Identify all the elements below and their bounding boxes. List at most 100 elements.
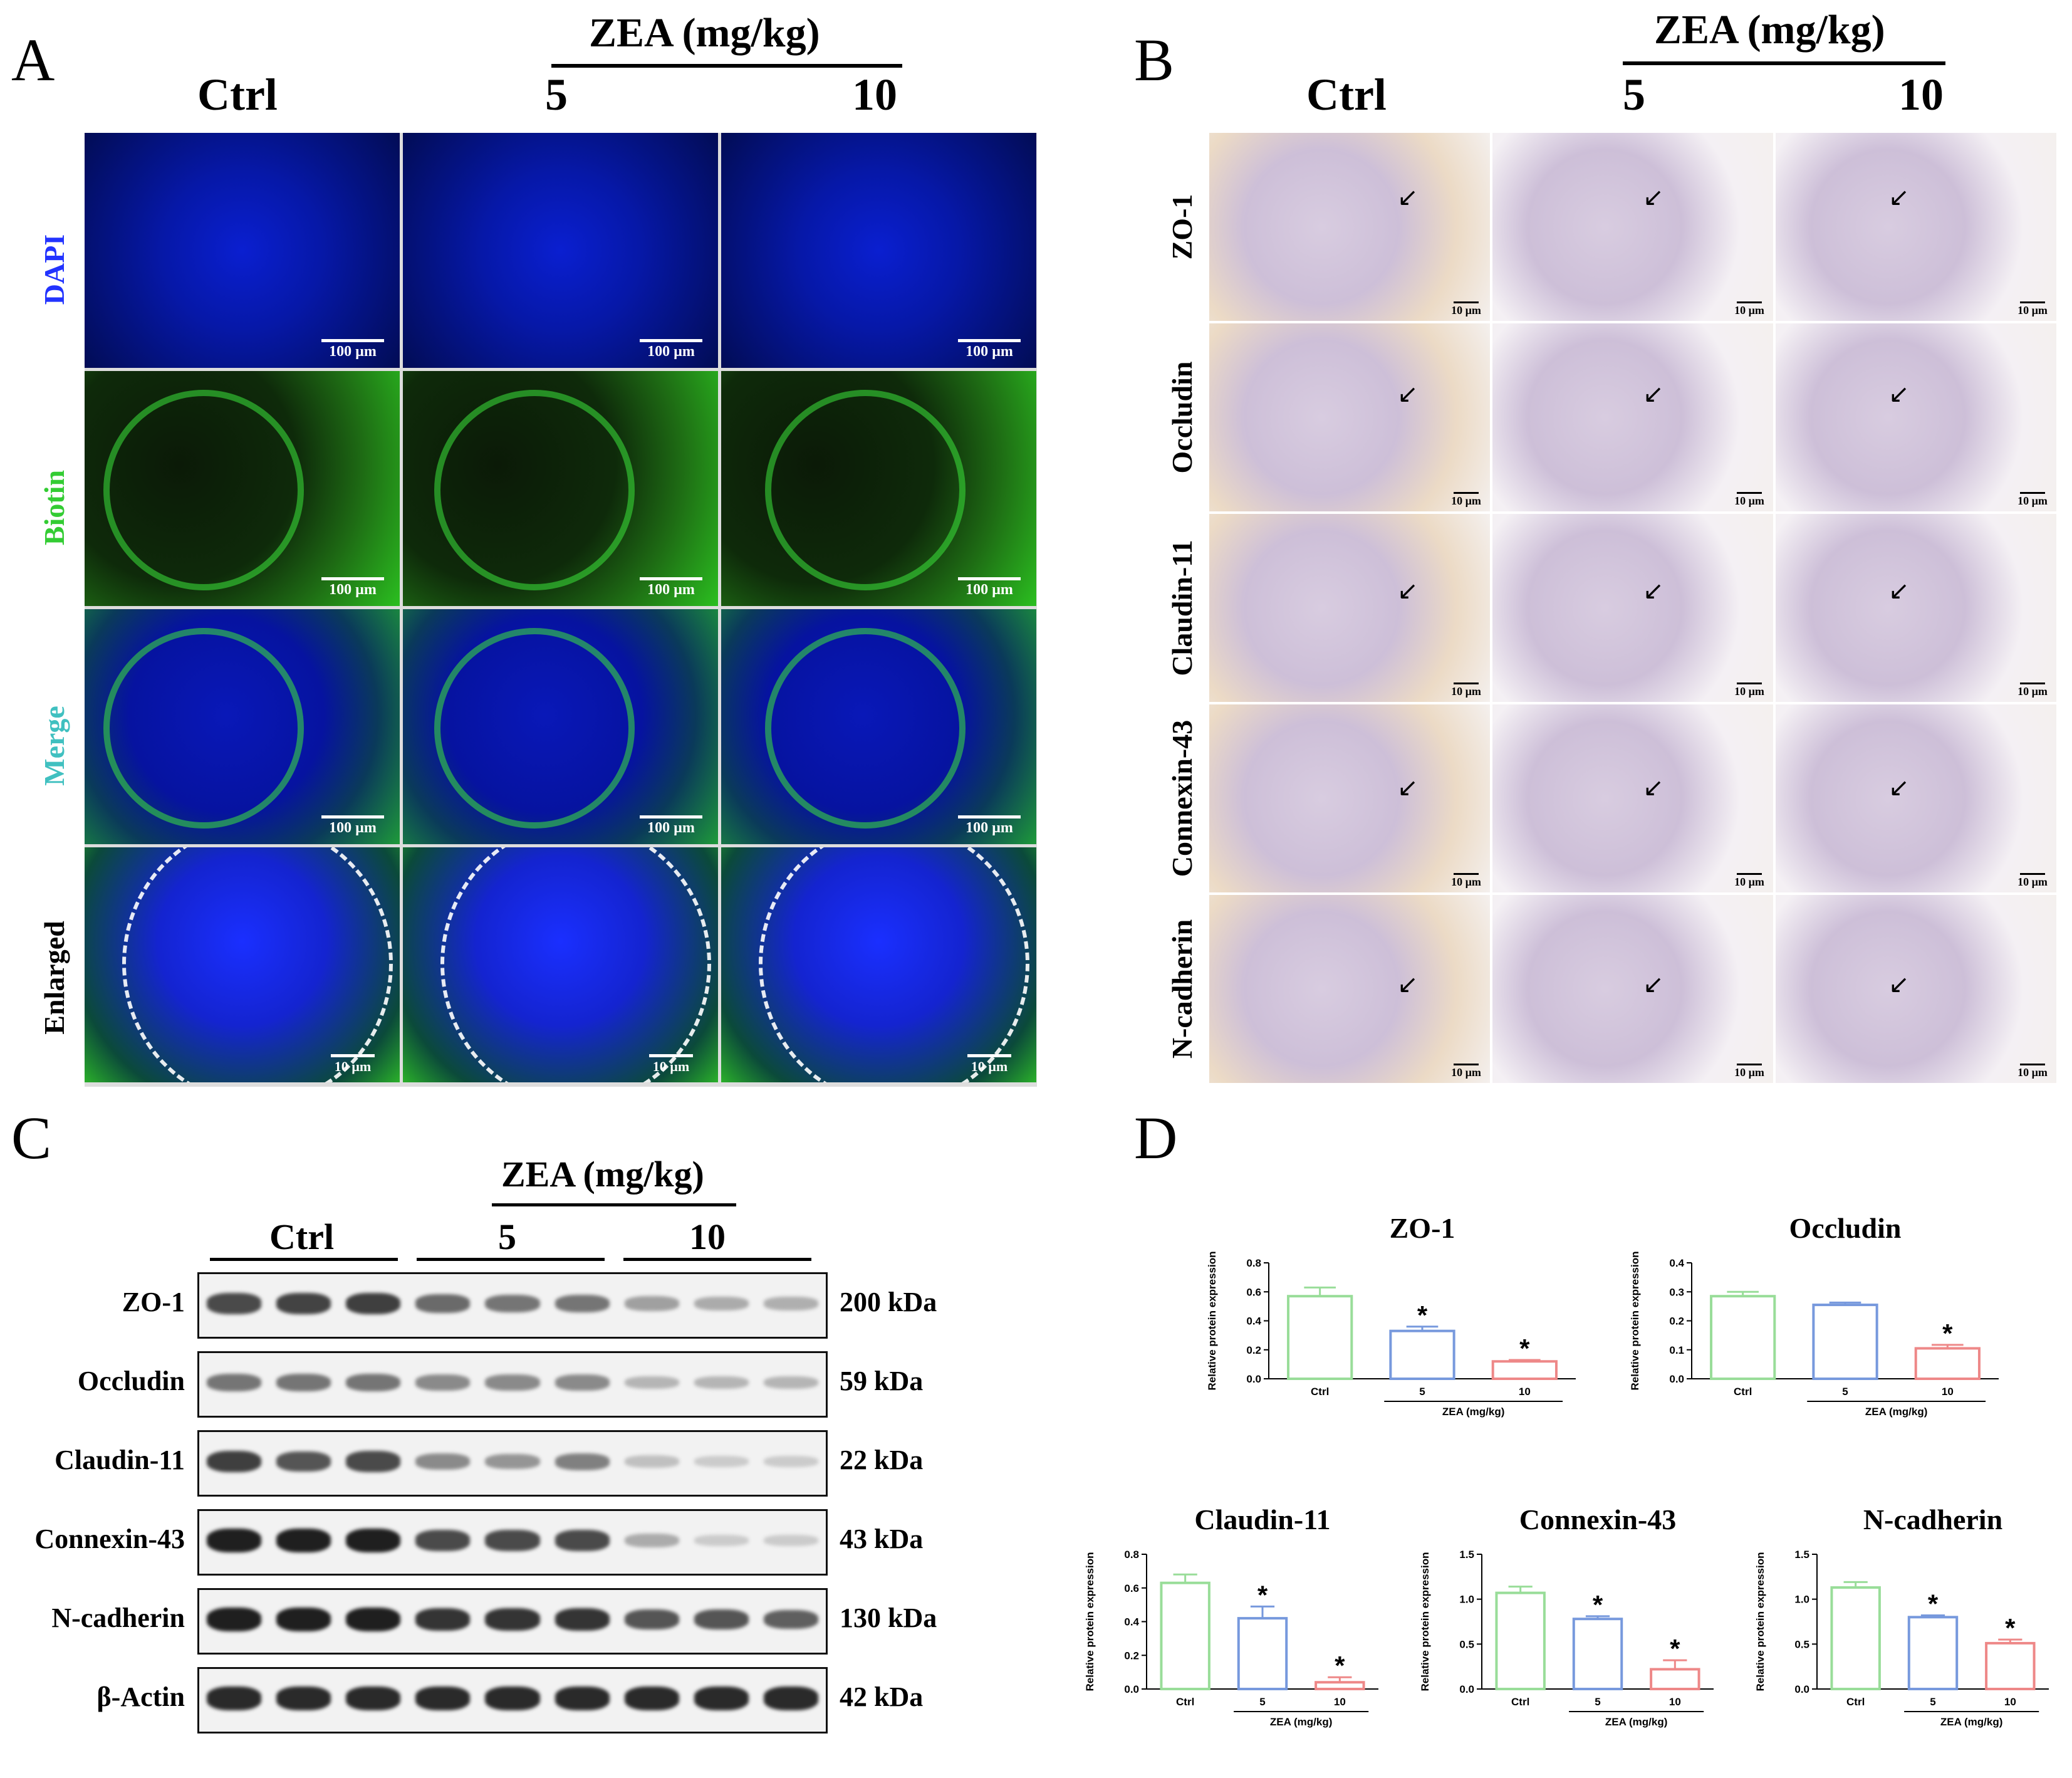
- x-tick-label: 5: [1259, 1696, 1265, 1708]
- ihc-row-label: Claudin-11: [1166, 540, 1198, 676]
- ihc-image: ↙ 10 µm: [1492, 895, 1773, 1083]
- arrow-icon: ↙: [1643, 577, 1664, 605]
- x-tick-label: Ctrl: [1311, 1386, 1329, 1398]
- bar-chart: Connexin-43 Relative protein expression 0.…: [1419, 1503, 1714, 1728]
- arrow-icon: ↙: [1643, 773, 1664, 802]
- scale-bar: 10 µm: [1731, 1064, 1768, 1079]
- blot-band: [694, 1686, 749, 1710]
- blot-kda-label: 42 kDa: [840, 1681, 924, 1712]
- header-zea-a: ZEA (mg/kg): [589, 10, 820, 56]
- boundary-line: [122, 847, 393, 1082]
- blot-protein-label: Occludin: [77, 1366, 185, 1396]
- tubule-outline: [103, 628, 304, 829]
- fluorescence-image: 10 µm: [85, 847, 400, 1082]
- scale-bar-label: 10 µm: [1451, 494, 1481, 507]
- arrow-icon: ↙: [1643, 183, 1664, 212]
- scale-bar-line: [958, 577, 1021, 580]
- y-tick-label: 0.0: [1246, 1373, 1261, 1385]
- blot-kda-label: 130 kDa: [840, 1603, 937, 1633]
- blot-band: [554, 1608, 610, 1631]
- significance-marker: *: [1519, 1334, 1530, 1363]
- blot-band: [554, 1294, 610, 1313]
- blot-band: [346, 1607, 401, 1632]
- scale-bar-line: [1454, 1064, 1479, 1065]
- scale-bar: 10 µm: [2014, 492, 2051, 508]
- y-tick-label: 0.8: [1124, 1549, 1139, 1561]
- header-ctrl-c: Ctrl: [269, 1216, 335, 1257]
- x-axis-label: ZEA (mg/kg): [1270, 1716, 1332, 1728]
- blot-protein-label: β-Actin: [96, 1681, 185, 1712]
- blot-band: [485, 1294, 540, 1313]
- tubule-outline: [765, 628, 966, 829]
- scale-bar: 10 µm: [1447, 1064, 1485, 1079]
- y-tick-label: 0.6: [1246, 1286, 1261, 1298]
- blot-protein-label: Claudin-11: [55, 1445, 185, 1475]
- significance-marker: *: [2005, 1613, 2016, 1643]
- ihc-image: ↙ 10 µm: [1776, 514, 2056, 702]
- scale-bar: 10 µm: [318, 1054, 387, 1075]
- y-tick-label: 0.4: [1124, 1616, 1139, 1628]
- scale-bar-line: [321, 577, 384, 580]
- header-zea-c: ZEA (mg/kg): [501, 1154, 704, 1195]
- x-tick-label: 5: [1419, 1386, 1425, 1398]
- blot-band: [554, 1453, 610, 1470]
- fluorescence-grid: 100 µm 100 µm 100 µm 100 µm 100 µm 100 µm 100 …: [85, 133, 1037, 1087]
- tubule-outline: [103, 390, 304, 590]
- scale-bar-label: 10 µm: [2017, 685, 2048, 698]
- y-tick-label: 0.0: [1794, 1683, 1809, 1695]
- blot-band: [763, 1535, 818, 1546]
- fluorescence-image: 100 µm: [403, 609, 718, 844]
- tubule-outline: [434, 628, 635, 829]
- blot-band: [624, 1686, 679, 1710]
- blot-band: [554, 1374, 610, 1391]
- blot-band: [207, 1686, 262, 1710]
- bar: [1650, 1668, 1700, 1691]
- blot-band: [276, 1292, 331, 1315]
- x-axis-label: ZEA (mg/kg): [1865, 1406, 1927, 1418]
- ihc-image: ↙ 10 µm: [1776, 323, 2056, 511]
- blot-band: [485, 1453, 540, 1470]
- blot-kda-label: 22 kDa: [840, 1445, 924, 1475]
- blot-band: [276, 1528, 331, 1553]
- x-tick-label: 10: [1669, 1696, 1681, 1708]
- blot-band: [485, 1530, 540, 1551]
- scale-bar-label: 10 µm: [1734, 304, 1764, 316]
- blot-band: [415, 1294, 471, 1313]
- scale-bar-line: [958, 339, 1021, 342]
- blot-band: [207, 1607, 262, 1632]
- scale-bar-label: 10 µm: [1734, 494, 1764, 507]
- blot-strip: [197, 1509, 828, 1576]
- bar: [1907, 1616, 1959, 1690]
- y-tick-label: 0.0: [1669, 1373, 1684, 1385]
- y-tick-label: 0.3: [1669, 1286, 1684, 1298]
- fluorescence-image: 10 µm: [403, 847, 718, 1082]
- scale-bar-label: 100 µm: [329, 820, 377, 836]
- y-axis-label: Relative protein expression: [1419, 1552, 1431, 1691]
- blot-band: [624, 1455, 679, 1468]
- tubule-outline: [765, 390, 966, 590]
- fluorescence-image: 100 µm: [85, 609, 400, 844]
- scale-bar-line: [1737, 873, 1762, 875]
- chart-title: Connexin-43: [1519, 1503, 1676, 1535]
- blot-band: [276, 1451, 331, 1472]
- scale-bar-line: [1454, 682, 1479, 684]
- blot-band: [207, 1528, 262, 1553]
- bar: [1830, 1586, 1881, 1690]
- scale-bar: 10 µm: [1447, 492, 1485, 508]
- y-axis-label: Relative protein expression: [1629, 1251, 1641, 1390]
- header-dose5-b: 5: [1623, 70, 1645, 120]
- scale-bar: 100 µm: [637, 339, 705, 360]
- x-tick-label: 10: [1519, 1386, 1531, 1398]
- scale-bar-line: [1737, 1064, 1762, 1065]
- blot-kda-label: 200 kDa: [840, 1287, 937, 1317]
- arrow-icon: ↙: [1888, 577, 1910, 605]
- ctrl-underline-c: [210, 1258, 398, 1261]
- ihc-image: ↙ 10 µm: [1492, 704, 1773, 892]
- blot-band: [276, 1607, 331, 1632]
- scale-bar-label: 10 µm: [2017, 494, 2048, 507]
- blot-band: [207, 1450, 262, 1473]
- bar: [1495, 1591, 1546, 1690]
- blot-band: [346, 1292, 401, 1315]
- scale-bar: 100 µm: [955, 815, 1024, 837]
- scale-bar-line: [2020, 492, 2045, 494]
